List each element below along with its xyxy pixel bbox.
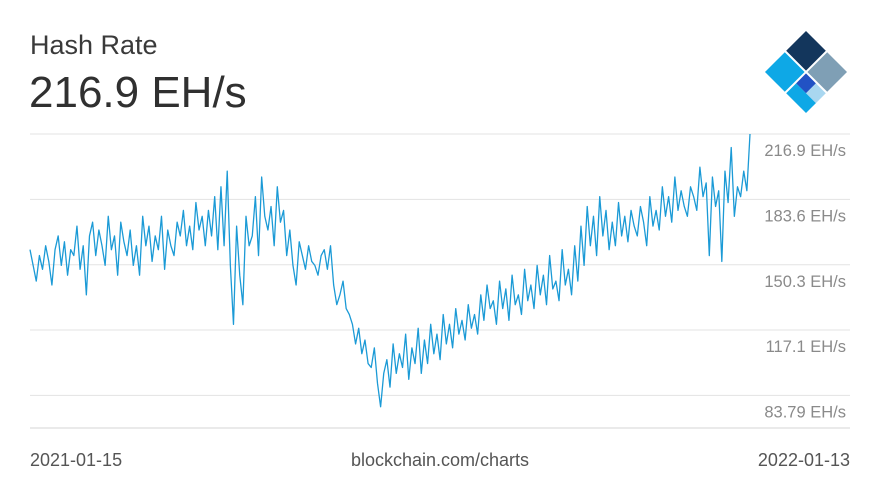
grid-lines bbox=[30, 133, 850, 429]
blockchain-logo-icon bbox=[764, 30, 848, 114]
current-value: 216.9 EH/s bbox=[29, 68, 247, 117]
y-axis-ticks: 83.79 EH/s 117.1 EH/s 150.3 EH/s 183.6 EH/s… bbox=[764, 142, 846, 421]
y-tick-label: 117.1 EH/s bbox=[766, 338, 846, 356]
x-axis-start-date: 2021-01-15 bbox=[30, 450, 123, 470]
chart-title: Hash Rate bbox=[30, 30, 158, 60]
y-tick-label: 83.79 EH/s bbox=[764, 403, 846, 421]
logo-tile-cyan-2 bbox=[786, 83, 816, 114]
logo-tile-dark bbox=[786, 30, 826, 71]
y-tick-label: 183.6 EH/s bbox=[764, 207, 846, 225]
y-tick-label: 150.3 EH/s bbox=[764, 273, 846, 291]
source-link[interactable]: blockchain.com/charts bbox=[350, 450, 530, 470]
hash-rate-series-line bbox=[29, 133, 751, 408]
x-axis-end-date: 2022-01-13 bbox=[757, 450, 850, 470]
y-tick-label: 216.9 EH/s bbox=[764, 142, 846, 160]
logo-tile-cyan bbox=[764, 52, 805, 92]
logo-tile-light bbox=[806, 83, 826, 104]
logo-tile-gray bbox=[807, 52, 848, 92]
